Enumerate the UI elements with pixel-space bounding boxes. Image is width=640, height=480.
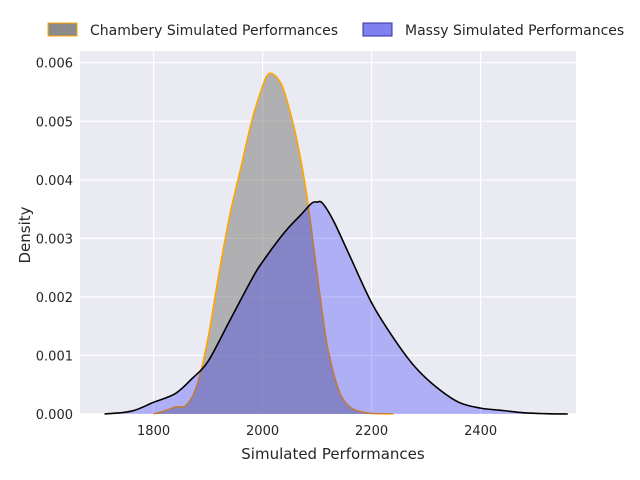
x-axis-label: Simulated Performances [241, 445, 425, 463]
legend-label-chambery: Chambery Simulated Performances [90, 23, 338, 39]
y-axis-label: Density [16, 206, 34, 263]
y-tick-label: 0.003 [36, 232, 73, 247]
x-tick-labels: 1800 2000 2200 2400 [137, 424, 497, 439]
y-tick-label: 0.001 [36, 349, 73, 364]
series-area-massy [104, 201, 568, 414]
x-tick-label: 1800 [137, 424, 170, 439]
y-tick-label: 0.004 [36, 174, 73, 189]
y-tick-label: 0.000 [36, 408, 73, 423]
legend: Chambery Simulated Performances Massy Si… [47, 22, 624, 39]
x-tick-label: 2400 [464, 424, 497, 439]
x-tick-label: 2200 [355, 424, 388, 439]
legend-swatch-massy [362, 22, 393, 37]
series-line-massy [104, 200, 568, 415]
legend-label-massy: Massy Simulated Performances [405, 23, 624, 39]
y-tick-labels: 0.000 0.001 0.002 0.003 0.004 0.005 0.006 [36, 57, 73, 423]
y-tick-label: 0.005 [36, 115, 73, 130]
y-tick-label: 0.002 [36, 291, 73, 306]
series-line-chambery [153, 72, 394, 415]
x-tick-label: 2000 [246, 424, 279, 439]
legend-swatch-chambery [47, 22, 78, 37]
series-area-chambery [153, 73, 394, 415]
series-layer [104, 72, 568, 415]
y-tick-label: 0.006 [36, 57, 73, 72]
